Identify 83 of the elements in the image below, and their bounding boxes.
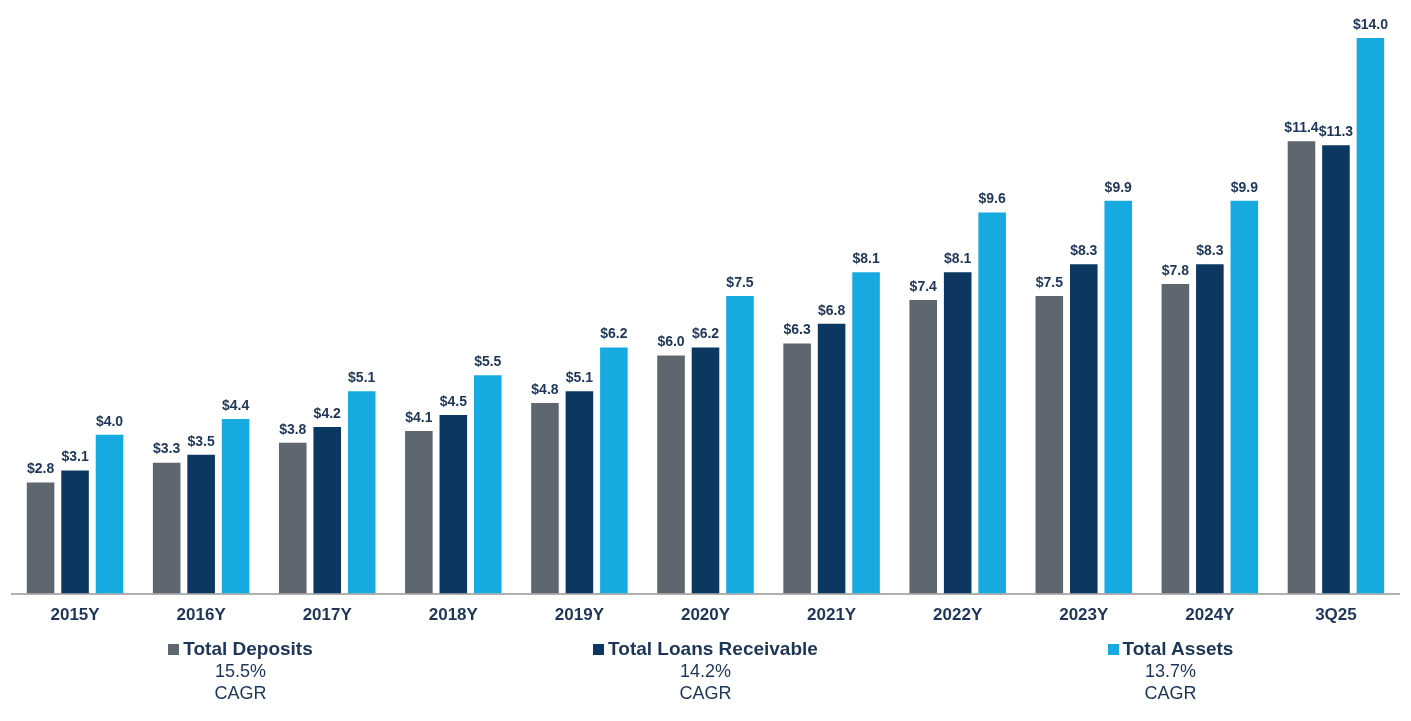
- bar: [852, 272, 880, 594]
- data-label: $7.5: [726, 273, 754, 290]
- legend-label: Total Deposits: [183, 638, 313, 660]
- data-label: $3.1: [61, 448, 89, 465]
- bar: [405, 430, 433, 594]
- bar: [95, 434, 124, 594]
- bar: [600, 347, 628, 594]
- bar: [1322, 145, 1350, 594]
- data-label: $11.3: [1318, 123, 1354, 140]
- data-label: $2.8: [26, 460, 55, 477]
- text: 15.5% CAGR: [213, 660, 268, 704]
- bar: [61, 470, 89, 594]
- x-tick-label: 2018Y: [428, 605, 479, 625]
- bar: [347, 391, 376, 594]
- data-label: $8.3: [1070, 242, 1098, 259]
- data-label: $4.4: [221, 396, 250, 413]
- data-label: $5.1: [565, 369, 594, 386]
- data-label: $3.8: [279, 420, 307, 437]
- data-label: $4.0: [95, 412, 124, 429]
- bar: [187, 454, 215, 594]
- data-label: $8.3: [1196, 242, 1224, 259]
- bar: [474, 375, 502, 594]
- x-tick-label: 3Q25: [1315, 605, 1357, 625]
- legend-label: Total Assets: [1122, 638, 1234, 660]
- bar: [1104, 200, 1133, 594]
- bar: [278, 442, 307, 594]
- bar: [221, 418, 250, 594]
- bar: [783, 343, 811, 594]
- x-tick-label: 2023Y: [1059, 605, 1110, 625]
- data-label: $3.5: [187, 432, 215, 449]
- data-label: $8.1: [852, 250, 880, 267]
- x-tick-label: 2020Y: [680, 605, 731, 625]
- bar: [26, 482, 55, 594]
- text: 13.7% CAGR: [1143, 660, 1198, 704]
- data-label: $5.1: [348, 369, 376, 386]
- data-label: $8.1: [944, 250, 972, 267]
- legend-label: Total Loans Receivable: [608, 638, 818, 660]
- data-label: $6.8: [817, 301, 846, 318]
- data-label: $14.0: [1352, 15, 1389, 32]
- data-label: $9.6: [978, 190, 1006, 207]
- x-tick-label: 2022Y: [933, 605, 983, 625]
- data-label: $6.2: [691, 325, 720, 342]
- bar: [1161, 284, 1190, 594]
- bar: [978, 212, 1006, 594]
- bar: [817, 323, 846, 594]
- data-label: $4.2: [313, 404, 342, 421]
- bar: [1356, 38, 1385, 594]
- bar: [943, 272, 972, 594]
- data-label: $6.2: [600, 325, 628, 342]
- bar: [1069, 264, 1098, 594]
- data-label: $4.1: [405, 408, 433, 425]
- data-label: $11.4: [1284, 119, 1319, 136]
- data-label: $6.0: [657, 333, 685, 350]
- data-label: $4.8: [531, 380, 559, 397]
- data-label: $9.9: [1104, 178, 1133, 195]
- bar: [1230, 200, 1259, 594]
- data-label: $4.5: [439, 392, 468, 409]
- bar: [657, 355, 685, 594]
- bar: [565, 391, 594, 594]
- bar: [1196, 264, 1224, 594]
- bar: [313, 426, 342, 594]
- text: 14.2% CAGR: [678, 660, 733, 704]
- x-tick-label: 2017Y: [302, 605, 353, 625]
- bar: [1287, 141, 1316, 594]
- bar: [1035, 295, 1064, 594]
- bar: [152, 462, 181, 594]
- x-tick-label: 2015Y: [50, 605, 101, 625]
- bar: [531, 403, 559, 594]
- data-label: $9.9: [1230, 178, 1259, 195]
- bar: [691, 347, 720, 594]
- data-label: $7.4: [909, 277, 938, 294]
- bar: [726, 295, 754, 594]
- x-tick-label: 2021Y: [807, 605, 857, 625]
- data-label: $5.5: [474, 353, 502, 370]
- x-tick-label: 2016Y: [176, 605, 227, 625]
- data-label: $7.5: [1035, 273, 1064, 290]
- x-tick-label: 2019Y: [554, 605, 605, 625]
- data-label: $7.8: [1161, 261, 1190, 278]
- x-tick-label: 2024Y: [1185, 605, 1236, 625]
- bar: [909, 299, 937, 594]
- data-label: $6.3: [783, 321, 811, 338]
- data-label: $3.3: [153, 440, 181, 457]
- bar: [439, 415, 468, 594]
